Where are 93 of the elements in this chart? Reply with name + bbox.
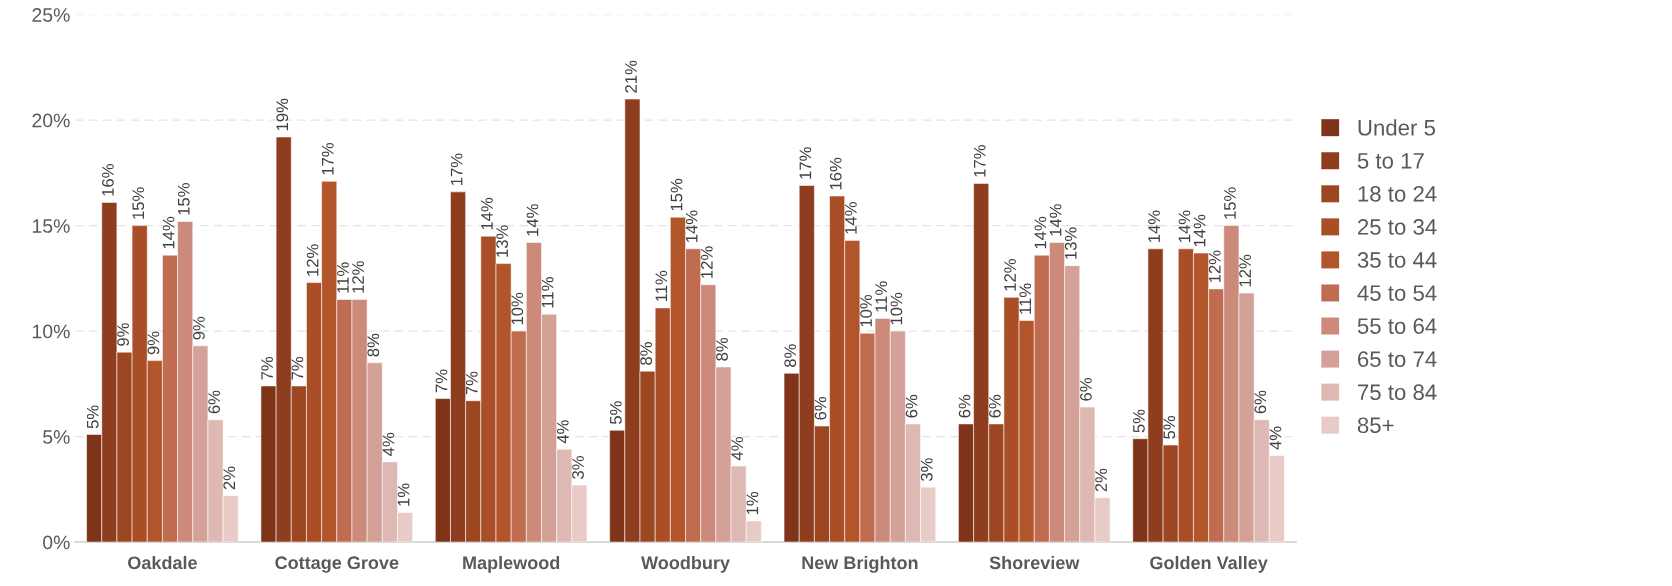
data-label: 9% bbox=[147, 331, 160, 355]
data-label: 15% bbox=[1224, 187, 1236, 219]
data-label: 10% bbox=[511, 292, 524, 325]
data-label: 7% bbox=[291, 356, 304, 380]
data-label: 7% bbox=[435, 369, 448, 393]
data-label: 15% bbox=[177, 183, 190, 215]
legend-label: 45 to 54 bbox=[1357, 285, 1437, 301]
data-label: 14% bbox=[845, 202, 857, 234]
data-label: 11% bbox=[541, 277, 554, 308]
data-label: 17% bbox=[450, 153, 463, 186]
data-label: 4% bbox=[382, 432, 395, 456]
x-tick-label: Maplewood bbox=[463, 555, 560, 573]
data-label: 14% bbox=[1148, 210, 1160, 242]
data-label: 14% bbox=[1193, 214, 1206, 247]
data-label: 17% bbox=[799, 147, 812, 179]
x-tick-label: Woodbury bbox=[641, 555, 730, 573]
legend-label: 5 to 17 bbox=[1357, 153, 1424, 169]
data-label: 6% bbox=[814, 396, 827, 420]
data-label: 10% bbox=[860, 294, 872, 327]
legend-label: 35 to 44 bbox=[1357, 252, 1437, 268]
x-tick-label: Oakdale bbox=[128, 555, 197, 570]
legend-label: Under 5 bbox=[1358, 119, 1436, 136]
data-label: 11% bbox=[337, 262, 349, 293]
data-label: 8% bbox=[640, 342, 653, 365]
y-tick-label: 25% bbox=[32, 8, 70, 22]
data-label: 4% bbox=[731, 437, 744, 461]
data-label: 12% bbox=[306, 244, 319, 276]
data-label: 14% bbox=[1049, 204, 1062, 236]
data-label: 12% bbox=[1239, 254, 1251, 287]
data-label: 13% bbox=[1064, 227, 1077, 259]
legend-label: 75 to 84 bbox=[1358, 384, 1437, 401]
y-tick-label: 20% bbox=[32, 113, 70, 128]
data-label: 11% bbox=[1019, 283, 1032, 314]
data-label: 5% bbox=[1133, 409, 1145, 433]
data-label: 3% bbox=[920, 458, 933, 482]
data-label: 16% bbox=[102, 164, 114, 196]
data-label: 2% bbox=[223, 466, 236, 490]
data-label: 17% bbox=[321, 142, 334, 175]
data-label: 12% bbox=[1208, 250, 1221, 283]
data-label: 3% bbox=[572, 456, 584, 479]
data-label: 7% bbox=[465, 371, 478, 395]
data-label: 5% bbox=[610, 401, 622, 425]
data-label: 1% bbox=[397, 483, 410, 506]
x-tick-label: Golden Valley bbox=[1150, 555, 1268, 573]
x-tick-label: Cottage Grove bbox=[275, 556, 399, 573]
legend-label: 85+ bbox=[1357, 417, 1394, 434]
data-label: 2% bbox=[1095, 468, 1107, 492]
data-label: 6% bbox=[958, 394, 971, 418]
data-label: 8% bbox=[367, 333, 380, 357]
y-tick-label: 10% bbox=[32, 324, 70, 339]
data-label: 14% bbox=[162, 216, 175, 249]
data-label: 9% bbox=[117, 323, 129, 346]
data-label: 5% bbox=[86, 405, 99, 429]
data-label: 13% bbox=[496, 225, 509, 257]
data-label: 8% bbox=[784, 344, 797, 367]
y-tick-label: 5% bbox=[43, 430, 70, 444]
legend-label: 65 to 74 bbox=[1358, 351, 1437, 368]
data-label: 1% bbox=[746, 491, 759, 515]
data-label: 6% bbox=[1080, 377, 1092, 401]
data-label: 12% bbox=[352, 261, 364, 293]
data-label: 6% bbox=[989, 394, 1001, 418]
data-label: 12% bbox=[700, 246, 713, 278]
legend-label: 55 to 64 bbox=[1357, 318, 1437, 334]
data-label: 21% bbox=[625, 60, 637, 93]
data-label: 6% bbox=[905, 394, 918, 418]
data-label: 5% bbox=[1163, 415, 1176, 439]
data-label: 16% bbox=[829, 157, 842, 190]
data-label: 14% bbox=[1178, 210, 1191, 242]
y-tick-label: 15% bbox=[32, 219, 70, 233]
data-label: 11% bbox=[875, 281, 888, 312]
data-label: 12% bbox=[1004, 259, 1016, 291]
data-label: 8% bbox=[716, 337, 728, 361]
data-label: 14% bbox=[1034, 216, 1047, 249]
x-tick-label: New Brighton bbox=[802, 555, 918, 573]
y-tick-label: 0% bbox=[43, 535, 70, 550]
data-label: 14% bbox=[481, 197, 493, 230]
data-label: 9% bbox=[193, 316, 205, 340]
data-label: 6% bbox=[1254, 390, 1267, 414]
data-label: 4% bbox=[1269, 426, 1282, 450]
data-label: 15% bbox=[670, 178, 683, 211]
data-label: 4% bbox=[556, 420, 569, 444]
data-label: 10% bbox=[890, 292, 903, 325]
data-label: 11% bbox=[655, 270, 668, 302]
legend-label: 25 to 34 bbox=[1358, 219, 1437, 235]
data-label: 7% bbox=[261, 356, 273, 380]
x-tick-label: Shoreview bbox=[989, 555, 1080, 570]
data-label: 14% bbox=[685, 210, 698, 242]
data-label: 15% bbox=[132, 187, 145, 219]
data-label: 19% bbox=[276, 98, 289, 131]
data-label: 14% bbox=[526, 204, 539, 236]
legend-label: 18 to 24 bbox=[1358, 186, 1437, 202]
data-label: 6% bbox=[208, 390, 220, 414]
data-label: 17% bbox=[973, 145, 986, 177]
